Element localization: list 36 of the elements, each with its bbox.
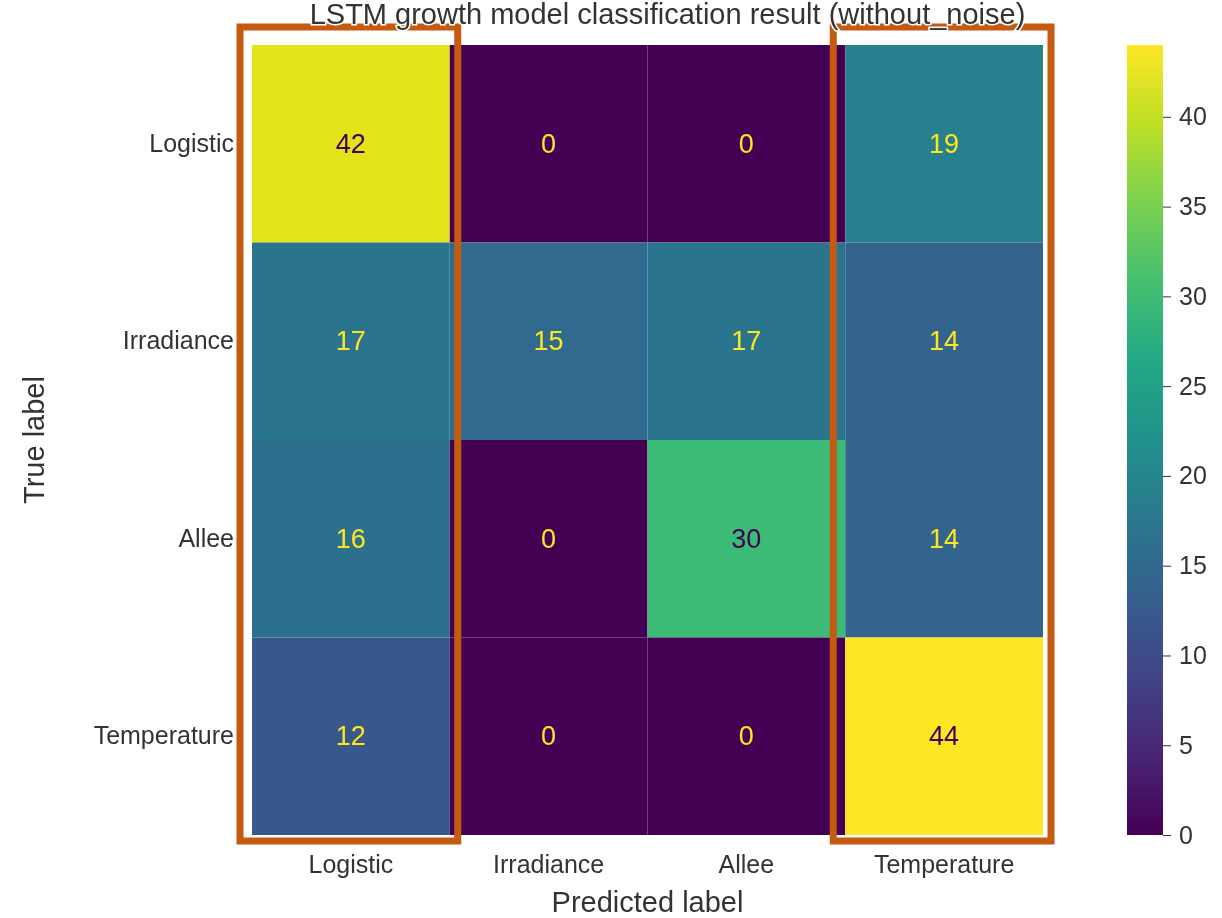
y-tick-label: Logistic xyxy=(149,128,234,157)
data-label: 19 xyxy=(929,128,960,159)
data-label: 17 xyxy=(731,326,762,357)
color-bar-label: 0 xyxy=(1179,820,1193,849)
data-label: 44 xyxy=(929,721,960,752)
color-bar-label: 15 xyxy=(1179,551,1207,580)
color-bar-label: 25 xyxy=(1179,371,1207,400)
x-axis-title: Predicted label xyxy=(551,886,744,918)
data-label: 0 xyxy=(541,721,557,752)
color-bar-label: 20 xyxy=(1179,461,1207,490)
data-label: 16 xyxy=(335,523,366,554)
y-tick-label: Irradiance xyxy=(122,326,234,355)
x-tick-label: Allee xyxy=(718,849,775,878)
y-tick-label: Allee xyxy=(178,523,234,552)
data-label: 12 xyxy=(335,721,366,752)
data-label: 0 xyxy=(541,523,557,554)
chart-title: LSTM growth model classification result (without_noise) xyxy=(309,0,1026,30)
color-bar-label: 35 xyxy=(1179,192,1207,221)
y-tick-label: Temperature xyxy=(93,721,234,750)
data-label: 0 xyxy=(738,721,754,752)
color-bar-label: 30 xyxy=(1179,281,1207,310)
data-label: 0 xyxy=(738,128,754,159)
data-label: 30 xyxy=(731,523,762,554)
data-label: 42 xyxy=(335,128,366,159)
x-tick-label: Irradiance xyxy=(493,849,605,878)
y-axis-title: True label xyxy=(18,376,50,504)
data-label: 14 xyxy=(929,523,960,554)
data-label: 17 xyxy=(335,326,366,357)
x-tick-label: Temperature xyxy=(873,849,1015,878)
color-bar-label: 10 xyxy=(1179,640,1207,669)
data-label: 15 xyxy=(533,326,564,357)
data-label: 14 xyxy=(929,326,960,357)
color-bar-label: 40 xyxy=(1179,102,1207,131)
data-label: 0 xyxy=(541,128,557,159)
x-tick-label: Logistic xyxy=(308,849,394,878)
color-bar-label: 5 xyxy=(1179,730,1193,759)
